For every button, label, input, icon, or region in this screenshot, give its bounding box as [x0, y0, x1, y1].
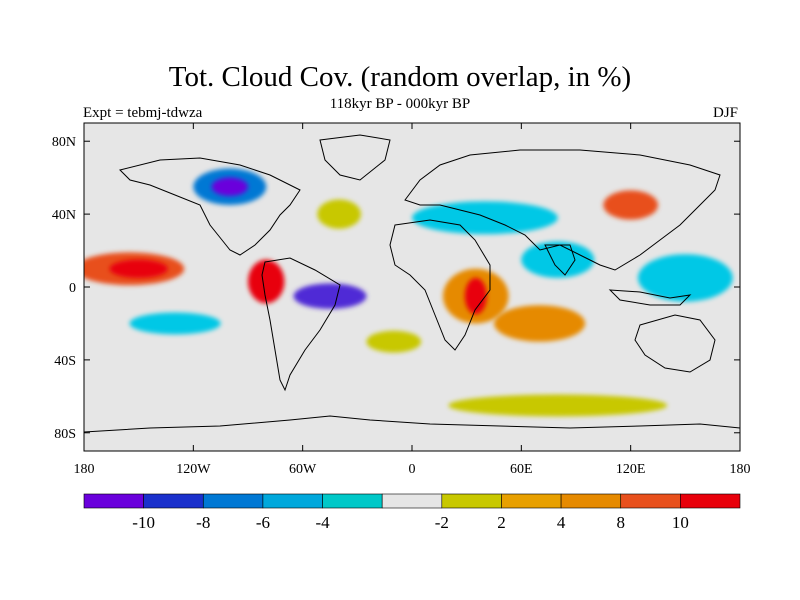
- coast-greenland: [319, 134, 391, 181]
- colorbar-box: [322, 493, 383, 509]
- coast-indonesia: [608, 289, 692, 306]
- anomaly-north-atlantic-positive: [317, 199, 361, 229]
- lat-tick-label: 40S: [54, 354, 76, 369]
- anomaly-indian-ocean-positive: [494, 305, 586, 342]
- anomaly-asia-negative: [412, 201, 558, 235]
- anomaly-field: [84, 168, 733, 417]
- figure-subtitle: 118kyr BP - 000kyr BP: [329, 96, 471, 112]
- figure-title: Tot. Cloud Cov. (random overlap, in %): [168, 61, 632, 93]
- colorbar: [83, 493, 741, 509]
- season-label: DJF: [712, 105, 738, 121]
- coast-antarctica: [84, 415, 740, 433]
- lat-tick-label: 40N: [52, 208, 76, 223]
- lat-tick-label: 80N: [52, 135, 76, 150]
- colorbar-box: [83, 493, 144, 509]
- colorbar-label: -6: [256, 513, 270, 532]
- colorbar-box: [560, 493, 622, 509]
- anomaly-east-asia-positive: [603, 190, 659, 220]
- colorbar-box: [441, 493, 502, 509]
- colorbar-box: [501, 493, 562, 509]
- anomaly-southern-ocean-positive: [448, 394, 668, 417]
- lon-tick-label: 120E: [616, 462, 646, 477]
- coast-africa: [389, 219, 491, 351]
- lat-tick-label: 0: [69, 281, 76, 296]
- anomaly-west-pacific-halo: [637, 254, 733, 302]
- colorbar-box: [381, 493, 443, 509]
- colorbar-label: 8: [616, 513, 625, 532]
- experiment-label: Expt = tebmj-tdwza: [83, 105, 203, 121]
- lon-tick-label: 0: [409, 462, 416, 477]
- coast-india: [544, 244, 576, 276]
- coast-eurasia: [404, 149, 721, 271]
- colorbar-box: [202, 493, 264, 509]
- longitude-axis: 180 120W 60W 0 60E 120E 180: [74, 123, 751, 477]
- coast-north-america: [119, 157, 301, 256]
- anomaly-south-atlantic-positive: [366, 330, 422, 353]
- lon-tick-label: 120W: [176, 462, 211, 477]
- colorbar-label: -4: [315, 513, 330, 532]
- lon-tick-label: 60W: [289, 462, 317, 477]
- colorbar-box: [143, 493, 204, 509]
- anomaly-pacific-core: [109, 259, 168, 278]
- colorbar-box: [680, 493, 741, 509]
- colorbar-box: [262, 493, 323, 509]
- colorbar-labels: -10 -8 -6 -4 -2 2 4 8 10: [132, 513, 689, 532]
- anomaly-south-pacific-negative: [129, 312, 221, 335]
- lon-tick-label: 60E: [510, 462, 533, 477]
- lon-tick-label: 180: [730, 462, 751, 477]
- colorbar-label: 10: [672, 513, 689, 532]
- colorbar-label: -2: [435, 513, 449, 532]
- colorbar-label: 2: [497, 513, 506, 532]
- latitude-axis: 80N 40N 0 40S 80S: [52, 135, 740, 442]
- anomaly-east-africa-core: [464, 277, 487, 315]
- colorbar-label: -8: [196, 513, 210, 532]
- coast-australia: [634, 314, 716, 373]
- colorbar-label: -10: [132, 513, 155, 532]
- anomaly-north-america-core: [211, 177, 248, 196]
- lat-tick-label: 80S: [54, 427, 76, 442]
- map-background: [84, 123, 740, 451]
- colorbar-box: [620, 493, 681, 509]
- colorbar-label: 4: [557, 513, 566, 532]
- anomaly-panama-positive: [248, 259, 285, 304]
- coastlines: [84, 134, 740, 433]
- coast-south-america: [261, 257, 341, 392]
- lon-tick-label: 180: [74, 462, 95, 477]
- anomaly-amazon-negative: [293, 283, 367, 309]
- anomaly-india-negative: [521, 241, 595, 278]
